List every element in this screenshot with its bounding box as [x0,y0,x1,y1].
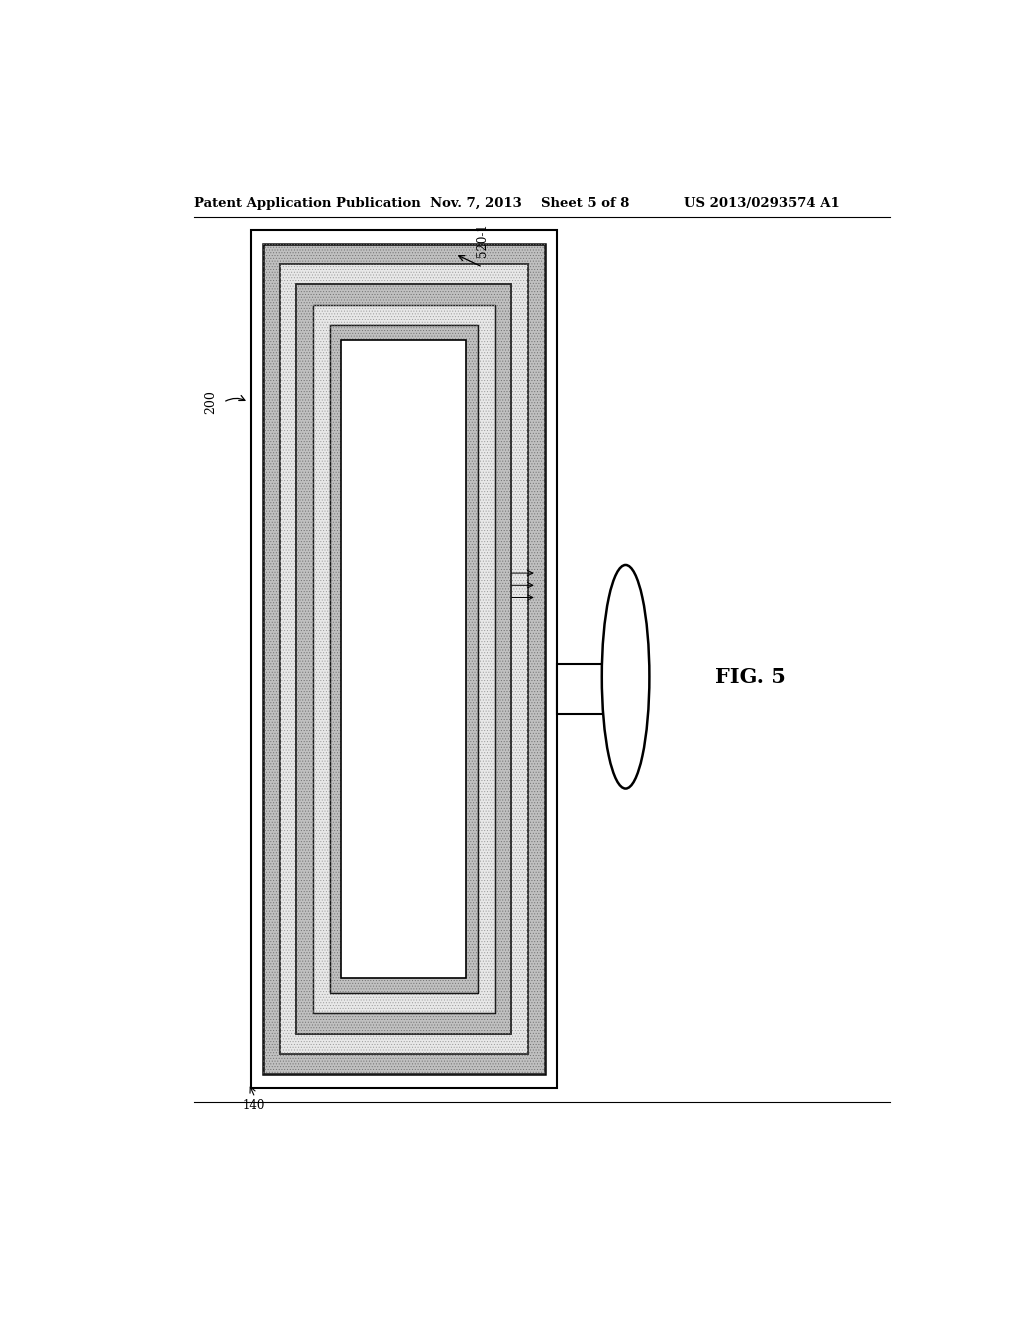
Bar [296,284,511,1034]
Text: 200: 200 [205,391,218,414]
Text: Sheet 5 of 8: Sheet 5 of 8 [541,197,629,210]
Text: Patent Application Publication: Patent Application Publication [194,197,421,210]
Bar [341,341,466,978]
Bar [313,305,495,1014]
Text: 510: 510 [397,715,411,739]
Text: US 2013/0293574 A1: US 2013/0293574 A1 [684,197,840,210]
Text: 140: 140 [243,1100,265,1113]
Bar [263,244,545,1074]
Bar [280,264,528,1053]
Bar [313,305,495,1014]
Bar [251,230,557,1089]
Bar [330,325,478,993]
Text: 520-1: 520-1 [476,223,489,257]
Bar [557,664,602,714]
Text: 520: 520 [461,574,474,597]
Bar [330,325,478,993]
Text: FIG. 5: FIG. 5 [715,667,786,686]
Bar [263,244,545,1074]
Text: Nov. 7, 2013: Nov. 7, 2013 [430,197,521,210]
Bar [280,264,528,1053]
Bar [296,284,511,1034]
Ellipse shape [602,565,649,788]
